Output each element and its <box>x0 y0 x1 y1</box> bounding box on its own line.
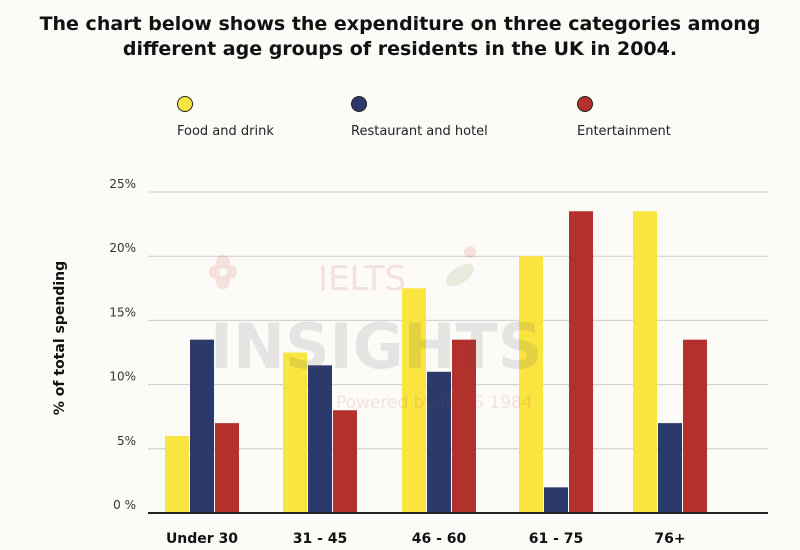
legend-swatch-entertainment <box>577 96 593 112</box>
bar-restaurant <box>308 365 332 513</box>
x-tick-label: Under 30 <box>166 531 238 547</box>
legend-label-food: Food and drink <box>177 124 274 139</box>
bar-restaurant <box>190 339 214 513</box>
bar-restaurant <box>658 423 682 513</box>
y-tick-label: 0 % <box>113 498 136 512</box>
y-tick-label: 20% <box>109 241 136 255</box>
bar-food <box>633 211 657 513</box>
legend-swatch-restaurant <box>351 96 367 112</box>
legend-swatch-food <box>177 96 193 112</box>
bar-restaurant <box>544 487 568 513</box>
x-tick-label: 61 - 75 <box>529 531 584 547</box>
y-axis-label: % of total spending <box>52 261 68 415</box>
bar-restaurant <box>427 371 451 513</box>
y-tick-label: 5% <box>117 434 136 448</box>
y-tick-label: 25% <box>109 177 136 191</box>
y-tick-label: 10% <box>109 370 136 384</box>
bar-food <box>519 256 543 513</box>
legend-label-restaurant: Restaurant and hotel <box>351 124 488 139</box>
bar-entertainment <box>569 211 593 513</box>
x-tick-label: 31 - 45 <box>293 531 348 547</box>
bar-entertainment <box>333 410 357 513</box>
bar-entertainment <box>452 339 476 513</box>
bar-entertainment <box>215 423 239 513</box>
bar-food <box>402 288 426 513</box>
bar-entertainment <box>683 339 707 513</box>
bar-food <box>165 435 189 513</box>
bar-food <box>283 352 307 513</box>
legend-label-entertainment: Entertainment <box>577 124 671 139</box>
chart-title: The chart below shows the expenditure on… <box>39 13 761 60</box>
x-tick-label: 76+ <box>654 531 685 547</box>
y-tick-label: 15% <box>109 305 136 319</box>
x-tick-label: 46 - 60 <box>412 531 467 547</box>
